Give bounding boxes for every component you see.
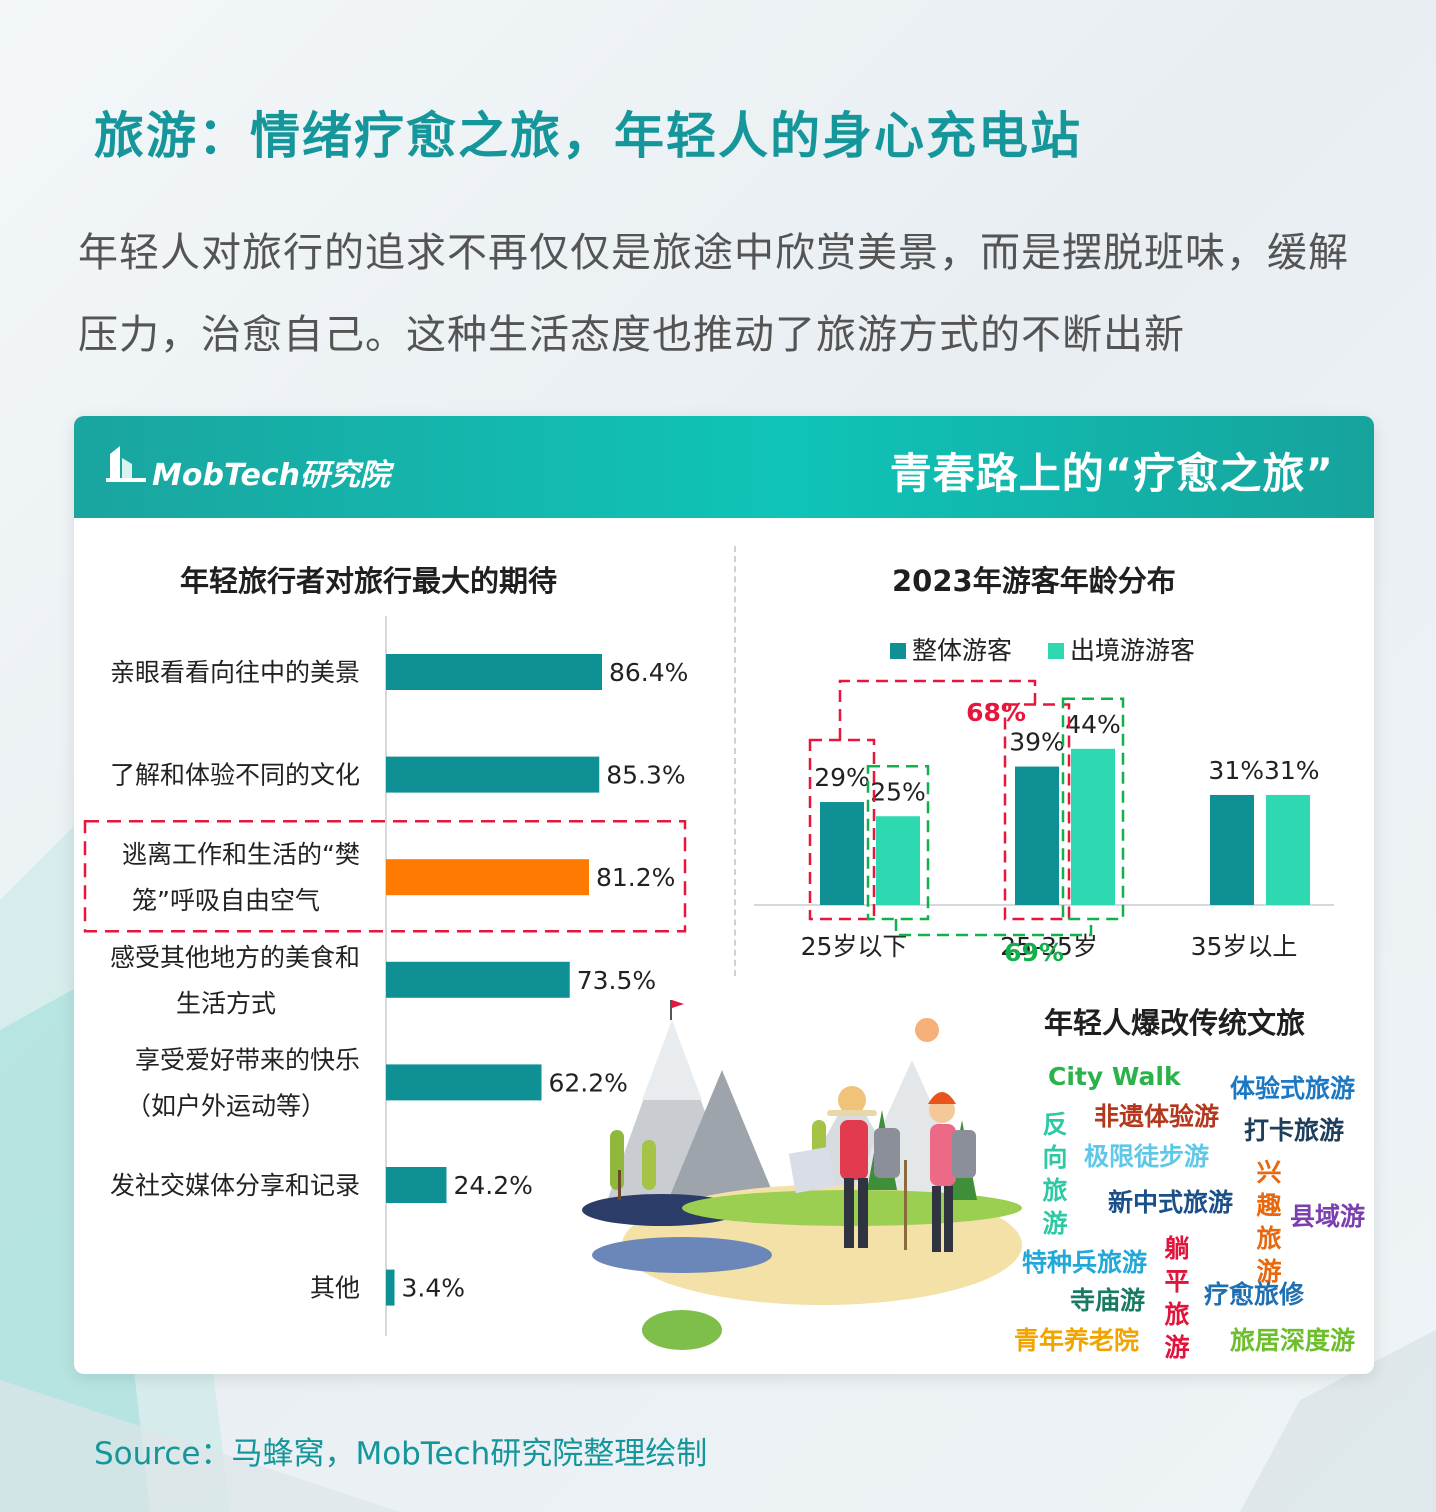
age-bar-value: 29% (814, 763, 870, 792)
legend-label: 整体游客 (912, 636, 1012, 665)
category-label: 逃离工作和生活的“樊 (122, 840, 360, 869)
hiker-illustration (582, 1000, 1022, 1350)
category-label: 享受爱好带来的快乐 (135, 1045, 360, 1074)
bar (386, 1269, 395, 1306)
age-bar (876, 816, 920, 905)
bar (386, 756, 600, 793)
total-visitors-bracket (838, 679, 1037, 741)
wordcloud-word: City Walk (1048, 1062, 1181, 1091)
legend-swatch (890, 643, 906, 659)
wordcloud-word: 青年养老院 (1014, 1326, 1140, 1355)
bar (386, 859, 589, 896)
wordcloud-word: 极限徒步游 (1084, 1142, 1210, 1171)
wordcloud-word: 疗愈旅修 (1204, 1280, 1305, 1309)
category-label: 了解和体验不同的文化 (110, 761, 360, 790)
outbound-share-annotation: 69% (1004, 938, 1064, 967)
bar (386, 961, 570, 998)
age-bar (1266, 794, 1310, 905)
bar-value-label: 81.2% (596, 863, 675, 892)
category-label: 笼”呼吸自由空气 (132, 886, 320, 915)
expectation-chart-title: 年轻旅行者对旅行最大的期待 (180, 564, 558, 598)
bar (386, 654, 602, 690)
wordcloud-word: 特种兵旅游 (1022, 1248, 1148, 1277)
wordcloud-word: 寺庙游 (1070, 1286, 1146, 1315)
age-bar-value: 39% (1009, 728, 1065, 757)
legend-label: 出境游游客 (1070, 636, 1195, 665)
age-bar-value: 31%31% (1208, 756, 1319, 785)
age-chart-title: 2023年游客年龄分布 (892, 564, 1176, 598)
logo-building-icon (106, 446, 146, 482)
bar (386, 1167, 447, 1203)
source-note: Source：马蜂窝，MobTech研究院整理绘制 (94, 1436, 708, 1472)
category-label: （如户外运动等） (126, 1091, 326, 1120)
age-category-label: 25-35岁 (1000, 932, 1098, 961)
page-title: 旅游：情绪疗愈之旅，年轻人的身心充电站 (94, 107, 1082, 165)
logo-text: MobTech研究院 (152, 458, 391, 493)
category-label: 生活方式 (176, 989, 276, 1018)
age-distribution-chart: 整体游客 出境游游客 29% 25% 25岁以下 39%44% 25-35岁 31%31% 35… (754, 636, 1334, 967)
legend-swatch (1048, 643, 1064, 659)
expectation-bar-chart: 86.4% 亲眼看看向往中的美景 85.3% 了解和体验不同的文化 81.2% 逃离工作和… (83, 616, 688, 1336)
category-label: 其他 (310, 1274, 360, 1303)
highlight-box (83, 819, 687, 933)
age-bar (820, 802, 864, 905)
total-visitors-box (1003, 703, 1071, 921)
wordcloud-word: 躺平旅游 (1164, 1234, 1190, 1362)
category-label: 感受其他地方的美食和 (110, 943, 360, 972)
wordcloud-word: 反向旅游 (1042, 1110, 1068, 1238)
age-bar-value: 25% (870, 777, 926, 806)
wordcloud-word: 新中式旅游 (1108, 1188, 1234, 1217)
page-intro: 年轻人对旅行的追求不再仅仅是旅途中欣赏美景，而是摆脱班味，缓解压力，治愈自己。这… (78, 230, 1349, 358)
age-bar (1071, 748, 1115, 905)
section-divider (734, 546, 736, 976)
bar-value-label: 85.3% (606, 761, 685, 790)
bar-value-label: 62.2% (549, 1068, 628, 1097)
age-bar (1210, 794, 1254, 905)
age-category-label: 35岁以上 (1191, 932, 1298, 961)
age-bar (1015, 766, 1059, 905)
bar-value-label: 73.5% (577, 966, 656, 995)
age-category-label: 25岁以下 (801, 932, 908, 961)
category-label: 发社交媒体分享和记录 (110, 1171, 360, 1200)
bar-value-label: 24.2% (454, 1171, 533, 1200)
wordcloud-word: 非遗体验游 (1094, 1102, 1220, 1131)
wordcloud-title: 年轻人爆改传统文旅 (1044, 1006, 1306, 1040)
wordcloud-word: 县域游 (1290, 1202, 1366, 1231)
total-visitors-box (808, 738, 876, 921)
infographic-card: MobTech研究院 青春路上的“疗愈之旅” 年轻旅行者对旅行最大的期待 202… (74, 416, 1374, 1374)
bar (386, 1064, 542, 1101)
outbound-visitors-box (1061, 697, 1125, 921)
wordcloud-word: 打卡旅游 (1244, 1116, 1345, 1145)
card-header: MobTech研究院 青春路上的“疗愈之旅” (74, 416, 1374, 518)
card-header-title: 青春路上的“疗愈之旅” (889, 449, 1334, 498)
outbound-visitors-box (866, 765, 930, 921)
outbound-visitors-bracket (894, 919, 1093, 937)
wordcloud-word: 旅居深度游 (1230, 1326, 1356, 1355)
bar-value-label: 86.4% (609, 658, 688, 687)
age-bar-value: 44% (1065, 710, 1121, 739)
bar-value-label: 3.4% (402, 1274, 466, 1303)
wordcloud-word: 体验式旅游 (1230, 1074, 1356, 1103)
wordcloud-word: 兴趣旅游 (1256, 1158, 1282, 1286)
total-share-annotation: 68% (966, 698, 1026, 727)
category-label: 亲眼看看向往中的美景 (110, 658, 360, 687)
